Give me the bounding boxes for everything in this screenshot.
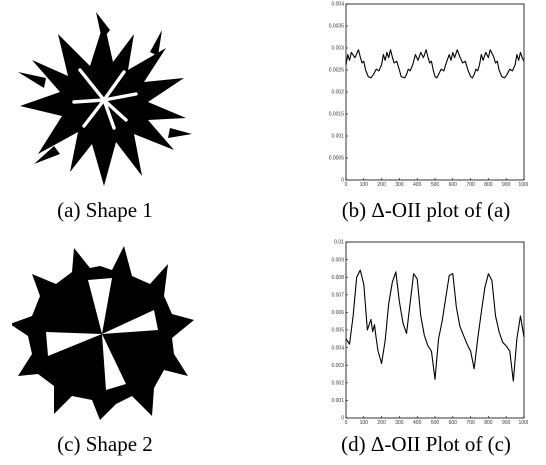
x-tick-label: 100 [360,420,369,426]
y-tick-label: 0.001 [331,134,344,140]
y-tick-label: 0.006 [331,310,344,316]
x-tick-label: 500 [431,182,440,188]
caption-c: (c) Shape 2 [57,432,153,456]
x-tick-label: 100 [360,182,369,188]
y-tick-label: 0 [341,416,344,422]
shape-2-body [12,246,194,420]
x-tick-label: 900 [502,420,511,426]
x-tick-label: 700 [466,182,475,188]
caption-b: (b) Δ-OII plot of (a) [341,198,511,222]
x-tick-label: 900 [502,182,511,188]
y-tick-label: 0 [341,178,344,184]
x-tick-label: 400 [413,420,422,426]
shape-1-image [18,12,192,186]
y-tick-label: 0.005 [331,328,344,334]
delta-oii-plot-shape-1: 0.004 0.0035 0.003 0.0025 0.002 0.0015 0.001 0.… [329,2,528,188]
y-tick-label: 0.008 [331,275,344,281]
x-tick-label: 600 [449,420,458,426]
x-tick-label: 0 [345,182,348,188]
x-tick-label: 1000 [518,182,528,188]
y-tick-label: 0.007 [331,293,344,299]
y-tick-label: 0.003 [331,46,344,52]
x-tick-label: 400 [413,182,422,188]
y-tick-label: 0.0025 [329,68,345,74]
x-tick-label: 800 [484,182,493,188]
y-tick-label: 0.0015 [329,112,345,118]
delta-oii-plot-shape-2: 0.01 0.009 0.008 0.007 0.006 0.005 0.004 0.003 0… [331,240,528,426]
series-line [345,269,525,382]
y-tick-label: 0.002 [331,90,344,96]
y-tick-label: 0.0005 [329,156,345,162]
x-tick-label: 700 [466,420,475,426]
x-tick-label: 300 [395,420,404,426]
y-tick-label: 0.01 [334,240,344,246]
x-tick-label: 1000 [518,420,528,426]
y-tick-label: 0.003 [331,363,344,369]
caption-d: (d) Δ-OII Plot of (c) [341,432,511,456]
y-tick-label: 0.004 [331,2,344,8]
shape-2-image [12,246,194,420]
x-tick-label: 800 [484,420,493,426]
x-tick-label: 200 [377,182,386,188]
series-line [345,49,525,79]
x-tick-label: 200 [377,420,386,426]
x-tick-label: 300 [395,182,404,188]
y-tick-label: 0.001 [331,398,344,404]
y-tick-label: 0.009 [331,257,344,263]
plot-frame [345,3,525,181]
caption-a: (a) Shape 1 [57,198,153,222]
y-tick-label: 0.0035 [329,24,345,30]
y-tick-label: 0.004 [331,345,344,351]
x-tick-label: 0 [345,420,348,426]
y-tick-label: 0.002 [331,381,344,387]
x-tick-label: 600 [449,182,458,188]
x-tick-label: 500 [431,420,440,426]
